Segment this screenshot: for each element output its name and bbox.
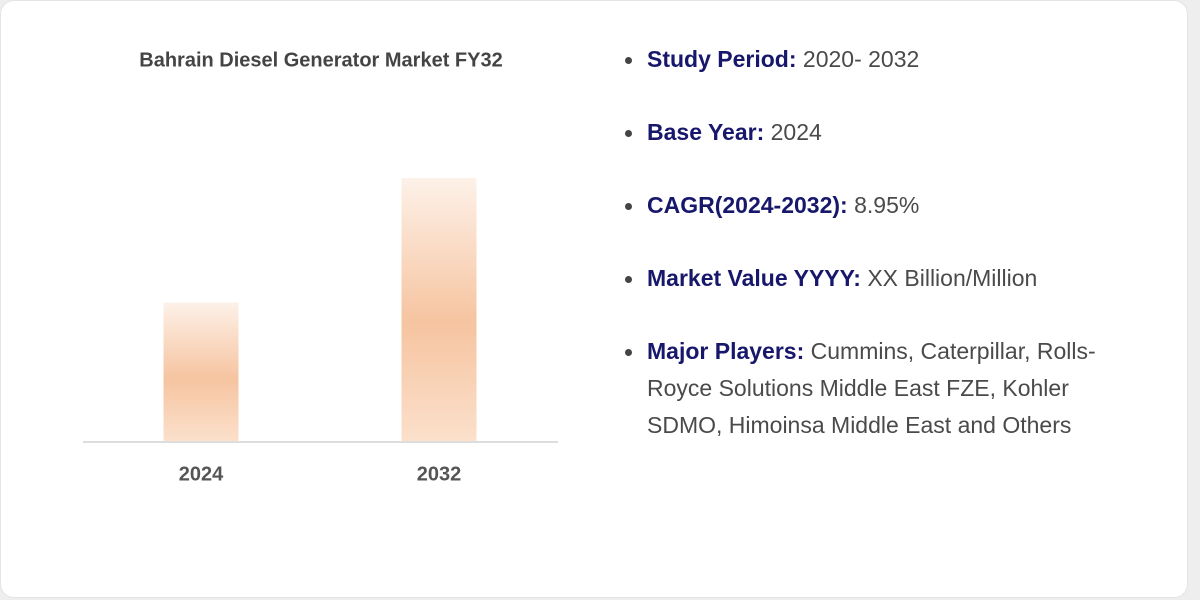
detail-value: 2020- 2032 xyxy=(802,46,920,72)
chart-title: Bahrain Diesel Generator Market FY32 xyxy=(139,49,502,71)
detail-item: Major Players: Cummins, Caterpillar, Rol… xyxy=(625,333,1125,444)
detail-label: CAGR(2024-2032): xyxy=(647,192,848,218)
detail-value: Cummins, Caterpillar, Rolls-Royce Soluti… xyxy=(647,338,1096,438)
detail-label: Market Value YYYY: xyxy=(647,265,861,291)
chart: Bahrain Diesel Generator Market FY32 202… xyxy=(83,49,558,485)
detail-item: Base Year: 2024 xyxy=(625,114,1125,151)
x-tick-label: 2032 xyxy=(417,463,462,485)
detail-item: CAGR(2024-2032): 8.95% xyxy=(625,187,1125,224)
details-list: Study Period: 2020- 2032 Base Year: 2024 C… xyxy=(625,41,1125,480)
x-tick-label: 2024 xyxy=(179,463,224,485)
bar xyxy=(401,178,477,441)
detail-item: Market Value YYYY: XX Billion/Million xyxy=(625,260,1125,297)
detail-value: 2024 xyxy=(770,119,822,145)
detail-value: XX Billion/Million xyxy=(867,265,1038,291)
detail-value: 8.95% xyxy=(854,192,920,218)
detail-label: Base Year: xyxy=(647,119,765,145)
detail-label: Major Players: xyxy=(647,338,805,364)
detail-label: Study Period: xyxy=(647,46,797,72)
detail-item: Study Period: 2020- 2032 xyxy=(625,41,1125,78)
bar xyxy=(163,302,239,441)
